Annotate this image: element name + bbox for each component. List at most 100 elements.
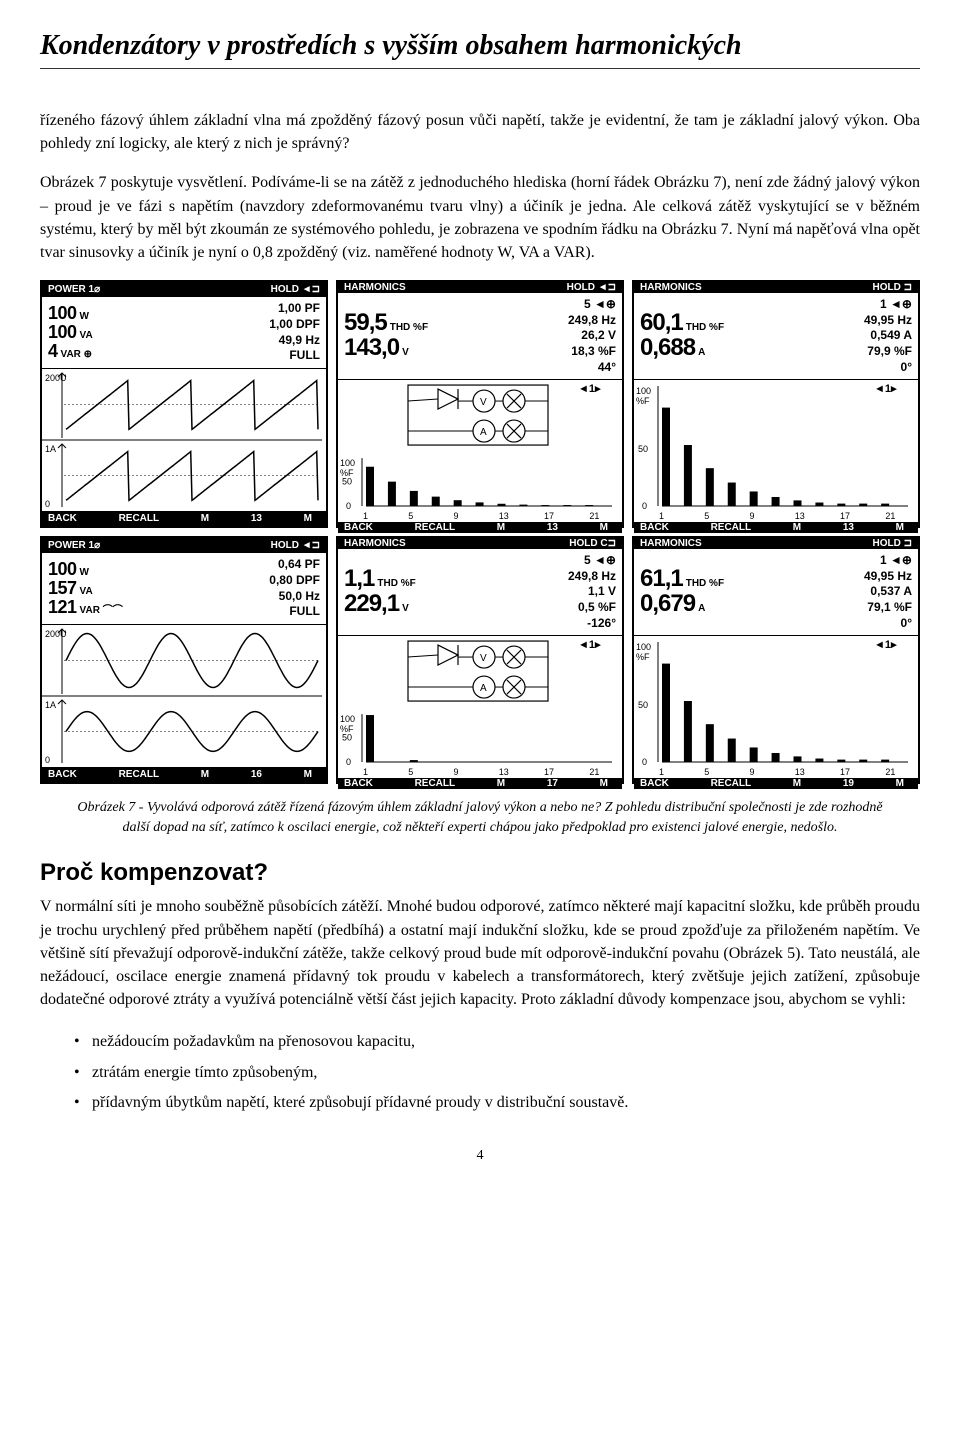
bullet-list: nežádoucím požadavkům na přenosovou kapa… xyxy=(74,1027,920,1118)
svg-text:1A: 1A xyxy=(45,444,56,454)
meter-screen-3: POWER 1⌀HOLD ◄⊐100W157VA121VAR ⌒⌒0,64 PF… xyxy=(40,536,328,784)
svg-text:50: 50 xyxy=(342,477,352,487)
svg-text:17: 17 xyxy=(544,767,554,777)
svg-text:13: 13 xyxy=(499,511,509,521)
paragraph-3: V normální síti je mnoho souběžně působí… xyxy=(40,895,920,1011)
svg-text:21: 21 xyxy=(885,511,895,521)
meter-screen-2: HARMONICSHOLD ⊐60,1THD %F0,688A1 ◄⊕49,95… xyxy=(632,280,920,528)
svg-text:0: 0 xyxy=(346,757,351,767)
svg-text:0: 0 xyxy=(45,499,50,509)
svg-text:5: 5 xyxy=(704,767,709,777)
screen-header-left: POWER 1⌀ xyxy=(48,540,100,551)
screen-header-left: HARMONICS xyxy=(344,282,406,293)
screen-footer: BACKRECALLM17M xyxy=(338,778,622,789)
svg-text:◄1▸: ◄1▸ xyxy=(874,639,897,651)
paragraph-1: řízeného fázový úhlem základní vlna má z… xyxy=(40,109,920,155)
paragraph-2: Obrázek 7 poskytuje vysvětlení. Podíváme… xyxy=(40,171,920,264)
svg-text:0: 0 xyxy=(346,501,351,511)
svg-text:100: 100 xyxy=(636,386,651,396)
screen-header-left: HARMONICS xyxy=(640,282,702,293)
screen-header-right: HOLD ⊐ xyxy=(873,282,913,293)
svg-text:◄1▸: ◄1▸ xyxy=(578,639,601,651)
svg-text:21: 21 xyxy=(885,767,895,777)
bullet-item: nežádoucím požadavkům na přenosovou kapa… xyxy=(74,1027,920,1057)
svg-text:V: V xyxy=(480,653,487,664)
screen-graph: 100%F 50 0 1 5 9 13 17 21 ◄1▸ xyxy=(634,380,918,522)
svg-text:5: 5 xyxy=(408,511,413,521)
figure-7: POWER 1⌀HOLD ◄⊐100W100VA4VAR ⊕1,00 PF1,0… xyxy=(40,280,920,837)
screen-footer: BACKRECALLM13M xyxy=(634,522,918,533)
figure-7-caption: Obrázek 7 - Vyvolává odporová zátěž říze… xyxy=(70,798,890,837)
svg-text:13: 13 xyxy=(795,511,805,521)
section-heading: Proč kompenzovat? xyxy=(40,859,920,887)
screen-graph: 100%F500159131721VA◄1▸ xyxy=(338,380,622,522)
svg-text:21: 21 xyxy=(589,767,599,777)
svg-text:21: 21 xyxy=(589,511,599,521)
title-rule xyxy=(40,68,920,69)
screen-footer: BACKRECALLM19M xyxy=(634,778,918,789)
screen-header: HARMONICS HOLD ◄⊐ xyxy=(338,282,622,293)
svg-text:A: A xyxy=(480,427,487,438)
svg-text:5: 5 xyxy=(704,511,709,521)
screen-header: HARMONICS HOLD ⊐ xyxy=(634,538,918,549)
screen-footer: BACKRECALLM13M xyxy=(42,511,326,526)
svg-text:50: 50 xyxy=(638,444,648,454)
svg-text:13: 13 xyxy=(795,767,805,777)
svg-text:V: V xyxy=(480,397,487,408)
screen-header-left: HARMONICS xyxy=(640,538,702,549)
screen-header: POWER 1⌀ HOLD ◄⊐ xyxy=(42,538,326,553)
svg-text:1: 1 xyxy=(659,511,664,521)
meter-screen-4: HARMONICSHOLD C⊐1,1THD %F229,1V5 ◄⊕249,8… xyxy=(336,536,624,784)
meter-screen-1: HARMONICSHOLD ◄⊐59,5THD %F143,0V5 ◄⊕249,… xyxy=(336,280,624,528)
screen-header: POWER 1⌀ HOLD ◄⊐ xyxy=(42,282,326,297)
page-title: Kondenzátory v prostředích s vyšším obsa… xyxy=(40,30,920,62)
screen-header: HARMONICS HOLD C⊐ xyxy=(338,538,622,549)
svg-text:50: 50 xyxy=(342,733,352,743)
screen-header-right: HOLD ⊐ xyxy=(873,538,913,549)
svg-text:%F: %F xyxy=(636,652,650,662)
meter-screen-0: POWER 1⌀HOLD ◄⊐100W100VA4VAR ⊕1,00 PF1,0… xyxy=(40,280,328,528)
screen-footer: BACKRECALLM13M xyxy=(338,522,622,533)
svg-text:9: 9 xyxy=(750,511,755,521)
screen-header-right: HOLD ◄⊐ xyxy=(567,282,616,293)
svg-text:9: 9 xyxy=(750,767,755,777)
screen-header: HARMONICS HOLD ⊐ xyxy=(634,282,918,293)
svg-text:◄1▸: ◄1▸ xyxy=(578,383,601,395)
screen-graph: 200U1A0 xyxy=(42,369,326,511)
svg-text:1: 1 xyxy=(363,767,368,777)
svg-text:13: 13 xyxy=(499,767,509,777)
svg-text:17: 17 xyxy=(840,767,850,777)
svg-text:9: 9 xyxy=(454,511,459,521)
bullet-item: ztrátám energie tímto způsobeným, xyxy=(74,1058,920,1088)
screen-header-right: HOLD ◄⊐ xyxy=(271,540,320,551)
svg-text:100: 100 xyxy=(340,458,355,468)
svg-text:0: 0 xyxy=(45,755,50,765)
svg-text:17: 17 xyxy=(544,511,554,521)
screen-header-left: HARMONICS xyxy=(344,538,406,549)
svg-text:1: 1 xyxy=(363,511,368,521)
screen-graph: 100%F 50 0 1 5 9 13 17 21 ◄1▸ xyxy=(634,636,918,778)
screen-header-left: POWER 1⌀ xyxy=(48,284,100,295)
svg-text:0: 0 xyxy=(642,501,647,511)
svg-text:1A: 1A xyxy=(45,700,56,710)
svg-text:100: 100 xyxy=(636,642,651,652)
svg-text:◄1▸: ◄1▸ xyxy=(874,383,897,395)
screen-header-right: HOLD ◄⊐ xyxy=(271,284,320,295)
screen-graph: 100%F500159131721VA◄1▸ xyxy=(338,636,622,778)
bullet-item: přídavným úbytkům napětí, které způsobuj… xyxy=(74,1088,920,1118)
svg-text:1: 1 xyxy=(659,767,664,777)
screen-graph: 200U1A0 xyxy=(42,625,326,767)
svg-text:A: A xyxy=(480,683,487,694)
screen-footer: BACKRECALLM16M xyxy=(42,767,326,782)
svg-text:9: 9 xyxy=(454,767,459,777)
page-number: 4 xyxy=(40,1148,920,1164)
svg-text:5: 5 xyxy=(408,767,413,777)
meter-screen-5: HARMONICSHOLD ⊐61,1THD %F0,679A1 ◄⊕49,95… xyxy=(632,536,920,784)
svg-text:17: 17 xyxy=(840,511,850,521)
svg-text:%F: %F xyxy=(636,396,650,406)
screen-header-right: HOLD C⊐ xyxy=(569,538,616,549)
svg-text:50: 50 xyxy=(638,700,648,710)
screens-grid: POWER 1⌀HOLD ◄⊐100W100VA4VAR ⊕1,00 PF1,0… xyxy=(40,280,920,784)
svg-text:100: 100 xyxy=(340,714,355,724)
svg-text:0: 0 xyxy=(642,757,647,767)
